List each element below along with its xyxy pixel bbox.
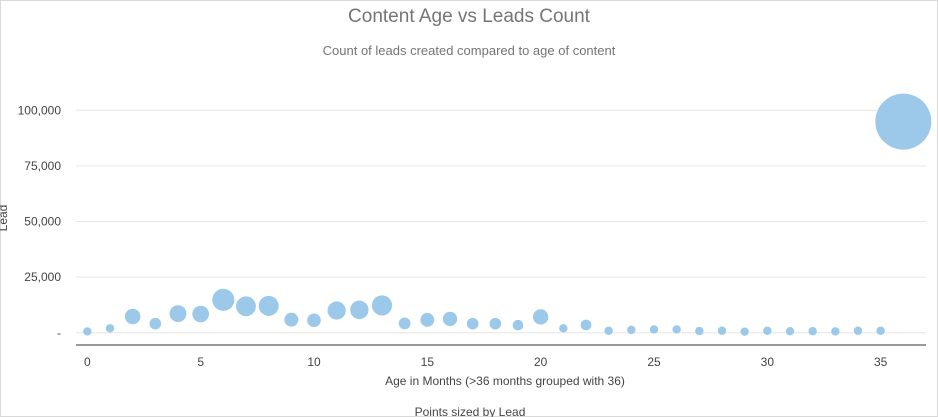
x-tick-label: 30 bbox=[761, 355, 775, 369]
data-point[interactable] bbox=[350, 300, 369, 320]
data-point[interactable] bbox=[371, 295, 393, 316]
x-tick-label: 0 bbox=[84, 355, 91, 369]
data-point[interactable] bbox=[763, 326, 772, 335]
data-point[interactable] bbox=[258, 295, 279, 316]
data-point[interactable] bbox=[149, 317, 162, 330]
data-point[interactable] bbox=[876, 326, 885, 335]
data-point[interactable] bbox=[559, 324, 568, 333]
x-axis-ticks: 0 5 10 15 20 25 30 35 bbox=[84, 355, 888, 369]
data-point[interactable] bbox=[236, 296, 256, 317]
data-point[interactable] bbox=[489, 317, 502, 330]
x-axis-title: Age in Months (>36 months grouped with 3… bbox=[385, 374, 625, 388]
x-tick-label: 10 bbox=[307, 355, 321, 369]
gridlines bbox=[76, 109, 926, 346]
y-axis-ticks: - 25,000 50,000 75,000 100,000 bbox=[18, 103, 62, 340]
data-point[interactable] bbox=[124, 308, 141, 325]
data-point[interactable] bbox=[785, 327, 795, 336]
data-point[interactable] bbox=[327, 301, 346, 320]
data-point[interactable] bbox=[604, 326, 613, 335]
data-point[interactable] bbox=[169, 305, 187, 323]
y-tick-label: 50,000 bbox=[24, 215, 61, 229]
x-tick-label: 25 bbox=[647, 355, 661, 369]
data-point[interactable] bbox=[442, 311, 458, 327]
chart-title: Content Age vs Leads Count bbox=[348, 6, 590, 27]
data-point[interactable] bbox=[512, 319, 524, 331]
data-point[interactable] bbox=[212, 288, 235, 311]
data-point[interactable] bbox=[466, 317, 479, 330]
y-tick-label: 25,000 bbox=[24, 270, 61, 284]
y-tick-label: 100,000 bbox=[18, 103, 62, 117]
chart-subtitle: Count of leads created compared to age o… bbox=[322, 43, 616, 58]
data-point[interactable] bbox=[740, 327, 749, 336]
data-point[interactable] bbox=[398, 317, 411, 330]
data-point[interactable] bbox=[672, 325, 681, 334]
x-tick-label: 20 bbox=[534, 355, 548, 369]
data-point[interactable] bbox=[717, 326, 727, 335]
data-points bbox=[83, 93, 932, 336]
data-point[interactable] bbox=[533, 309, 549, 325]
data-point[interactable] bbox=[192, 305, 209, 323]
data-point[interactable] bbox=[420, 312, 435, 327]
data-point[interactable] bbox=[695, 326, 704, 336]
x-tick-label: 5 bbox=[197, 355, 204, 369]
y-tick-label: - bbox=[57, 326, 61, 340]
data-point[interactable] bbox=[284, 312, 299, 327]
data-point[interactable] bbox=[808, 327, 817, 336]
data-point[interactable] bbox=[831, 327, 840, 336]
x-tick-label: 15 bbox=[421, 355, 435, 369]
x-tick-label: 35 bbox=[874, 355, 888, 369]
data-point[interactable] bbox=[853, 326, 863, 335]
data-point[interactable] bbox=[875, 93, 932, 150]
data-point[interactable] bbox=[83, 327, 92, 336]
y-axis-title: Lead bbox=[0, 205, 10, 232]
data-point[interactable] bbox=[307, 313, 321, 328]
data-point[interactable] bbox=[580, 319, 592, 331]
data-point[interactable] bbox=[627, 325, 636, 335]
data-point[interactable] bbox=[105, 324, 115, 333]
size-legend-caption: Points sized by Lead bbox=[415, 405, 526, 417]
y-tick-label: 75,000 bbox=[24, 159, 61, 173]
data-point[interactable] bbox=[649, 325, 659, 334]
